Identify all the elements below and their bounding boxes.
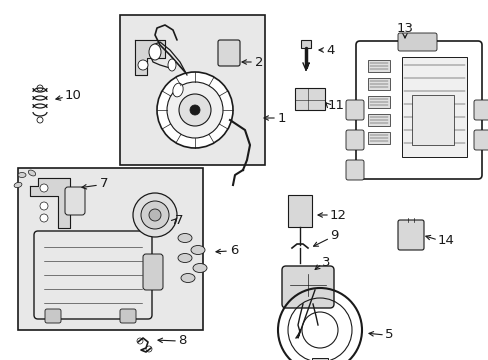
Bar	[411, 95, 453, 145]
Bar	[401, 57, 466, 157]
Bar	[367, 114, 389, 126]
Text: 5: 5	[384, 328, 393, 342]
Text: 10: 10	[65, 89, 81, 102]
Ellipse shape	[181, 274, 195, 283]
Bar	[18, 168, 203, 330]
Bar	[301, 40, 310, 48]
Circle shape	[40, 214, 48, 222]
Ellipse shape	[193, 264, 206, 273]
Bar	[367, 96, 389, 108]
FancyBboxPatch shape	[120, 309, 136, 323]
Circle shape	[141, 201, 169, 229]
Ellipse shape	[18, 172, 26, 177]
FancyBboxPatch shape	[346, 100, 363, 120]
Ellipse shape	[168, 59, 176, 71]
FancyBboxPatch shape	[473, 100, 488, 120]
FancyBboxPatch shape	[218, 40, 240, 66]
Ellipse shape	[149, 44, 161, 60]
Text: 1: 1	[278, 112, 286, 125]
Circle shape	[149, 209, 161, 221]
Text: 9: 9	[329, 229, 338, 242]
FancyBboxPatch shape	[346, 130, 363, 150]
FancyBboxPatch shape	[45, 309, 61, 323]
Ellipse shape	[14, 183, 22, 188]
Ellipse shape	[178, 253, 192, 262]
Text: 13: 13	[396, 22, 413, 35]
Circle shape	[40, 202, 48, 210]
Ellipse shape	[172, 83, 183, 97]
FancyBboxPatch shape	[473, 130, 488, 150]
FancyBboxPatch shape	[65, 187, 85, 215]
Text: 12: 12	[329, 208, 346, 221]
Circle shape	[40, 184, 48, 192]
Circle shape	[179, 94, 210, 126]
FancyBboxPatch shape	[282, 266, 333, 308]
Text: 8: 8	[178, 334, 186, 347]
Text: 7: 7	[100, 176, 108, 189]
Circle shape	[190, 105, 200, 115]
FancyBboxPatch shape	[142, 254, 163, 290]
Ellipse shape	[178, 234, 192, 243]
Bar	[367, 78, 389, 90]
Circle shape	[133, 193, 177, 237]
Bar	[311, 358, 327, 360]
Ellipse shape	[28, 170, 36, 176]
Circle shape	[157, 72, 232, 148]
Polygon shape	[135, 40, 164, 75]
Text: 2: 2	[254, 55, 263, 68]
Ellipse shape	[191, 246, 204, 255]
Bar	[294, 88, 325, 110]
Circle shape	[167, 82, 223, 138]
Bar	[367, 132, 389, 144]
Circle shape	[138, 60, 148, 70]
Text: 3: 3	[321, 256, 330, 269]
FancyBboxPatch shape	[397, 33, 436, 51]
Text: 11: 11	[327, 99, 345, 112]
Polygon shape	[30, 178, 70, 228]
Text: 6: 6	[229, 243, 238, 257]
Text: 14: 14	[437, 234, 454, 247]
Text: 7: 7	[175, 213, 183, 226]
Bar	[120, 15, 264, 165]
FancyBboxPatch shape	[397, 220, 423, 250]
FancyBboxPatch shape	[346, 160, 363, 180]
Bar	[287, 195, 311, 227]
FancyBboxPatch shape	[355, 41, 481, 179]
Bar	[367, 60, 389, 72]
FancyBboxPatch shape	[34, 231, 152, 319]
Text: 4: 4	[325, 44, 334, 57]
